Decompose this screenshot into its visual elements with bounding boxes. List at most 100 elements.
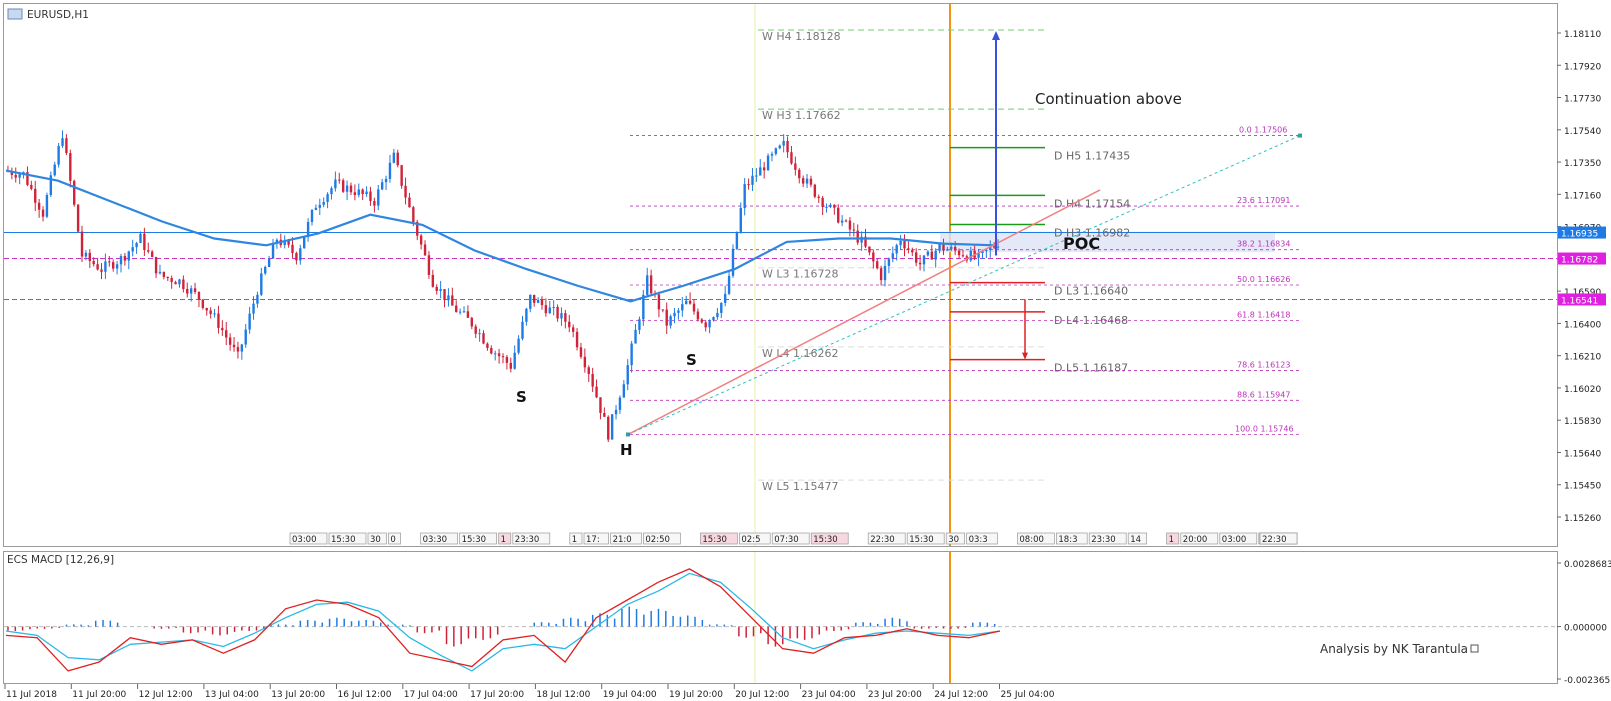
candle-body xyxy=(404,185,407,198)
session-tag-text: 07:30 xyxy=(774,535,799,545)
neckline-trendline xyxy=(627,189,1101,436)
session-tag-text: 22:30 xyxy=(1262,535,1287,545)
candle-body xyxy=(556,306,559,319)
candle-body xyxy=(45,195,49,217)
price-tick-label: 1.16020 xyxy=(1564,385,1601,395)
date-tick-label: 13 Jul 04:00 xyxy=(205,690,259,700)
date-tick-label: 23 Jul 04:00 xyxy=(802,690,856,700)
candle-body xyxy=(53,164,56,176)
candle-body xyxy=(306,222,310,238)
candle-body xyxy=(104,261,107,272)
weekly-pivot-label: W H3 1.17662 xyxy=(762,109,841,122)
candle-body xyxy=(891,253,895,259)
candle-body xyxy=(848,220,852,230)
candle-body xyxy=(607,416,610,440)
candle-body xyxy=(131,247,134,252)
candle-body xyxy=(380,182,384,190)
candle-body xyxy=(486,343,489,349)
candle-body xyxy=(825,206,828,208)
candle-body xyxy=(388,162,392,179)
candle-body xyxy=(236,347,240,352)
session-tag-text: 03:30 xyxy=(423,535,448,545)
candle-body xyxy=(162,271,166,277)
candle-body xyxy=(186,288,189,294)
session-tag xyxy=(700,532,738,545)
session-tag xyxy=(498,532,512,545)
candle-body xyxy=(618,397,622,410)
session-tag-text: 15:30 xyxy=(909,535,934,545)
candle-body xyxy=(603,413,606,417)
session-tag-text: 02:50 xyxy=(645,535,670,545)
candle-body xyxy=(657,294,661,310)
session-tag-text: 20:00 xyxy=(1183,535,1208,545)
candle-body xyxy=(759,167,762,176)
candle-body xyxy=(505,357,509,363)
candle-body xyxy=(330,188,333,195)
candle-body xyxy=(899,240,902,246)
candle-body xyxy=(115,264,119,269)
price-tick-label: 1.17160 xyxy=(1564,191,1601,201)
session-tag-text: 1 xyxy=(572,535,577,545)
session-tag xyxy=(1088,532,1127,545)
session-tag xyxy=(420,532,458,545)
candle-body xyxy=(178,279,181,285)
candle-body xyxy=(813,184,817,197)
candle-body xyxy=(743,184,746,208)
candle-body xyxy=(209,310,212,314)
candle-body xyxy=(860,236,863,243)
candle-body xyxy=(373,201,376,206)
candle-body xyxy=(766,155,770,171)
candle-body xyxy=(817,196,820,198)
candle-body xyxy=(232,344,236,348)
candle-body xyxy=(591,373,594,387)
session-tag xyxy=(328,532,367,545)
candle-body xyxy=(712,317,715,321)
candle-body xyxy=(646,275,649,295)
candle-body xyxy=(490,348,493,354)
candle-body xyxy=(747,184,750,186)
downside-arrow-head xyxy=(1022,352,1028,360)
candle-body xyxy=(953,246,957,251)
candle-body xyxy=(610,414,614,440)
candle-body xyxy=(92,260,95,265)
price-label-text: 1.16541 xyxy=(1561,296,1598,306)
candle-body xyxy=(193,288,197,292)
candle-body xyxy=(88,252,92,261)
candle-body xyxy=(957,250,961,256)
date-tick-label: 23 Jul 20:00 xyxy=(868,690,922,700)
date-tick-label: 25 Jul 04:00 xyxy=(1001,690,1055,700)
candle-body xyxy=(529,294,532,309)
price-label-box xyxy=(1558,252,1606,265)
price-tick-label: 1.16400 xyxy=(1564,320,1601,330)
candle-body xyxy=(774,148,778,154)
session-tag-text: 23:30 xyxy=(515,535,540,545)
candle-body xyxy=(688,300,692,304)
candle-body xyxy=(696,311,700,320)
candle-body xyxy=(412,207,415,222)
candle-body xyxy=(228,337,232,345)
candle-body xyxy=(649,275,653,294)
candle-body xyxy=(992,246,996,248)
candle-body xyxy=(205,307,208,311)
candle-body xyxy=(69,153,72,181)
candle-body xyxy=(341,180,345,192)
candle-body xyxy=(770,153,774,156)
candle-body xyxy=(275,239,279,244)
price-tick-label: 1.15260 xyxy=(1564,514,1601,524)
candle-body xyxy=(950,246,953,250)
candle-body xyxy=(291,244,294,254)
candle-body xyxy=(669,316,672,326)
candle-body xyxy=(930,251,933,260)
session-tag-text: 18:3 xyxy=(1058,535,1077,545)
candle-body xyxy=(14,174,17,178)
session-tag xyxy=(966,532,998,545)
weekly-pivot-label: W L4 1.16262 xyxy=(762,347,838,360)
candle-body xyxy=(369,191,372,202)
candle-body xyxy=(595,386,598,398)
candle-body xyxy=(844,220,848,222)
date-tick-label: 17 Jul 20:00 xyxy=(470,690,524,700)
session-tag xyxy=(1259,532,1298,545)
candle-body xyxy=(517,338,520,353)
session-tag xyxy=(289,532,328,545)
